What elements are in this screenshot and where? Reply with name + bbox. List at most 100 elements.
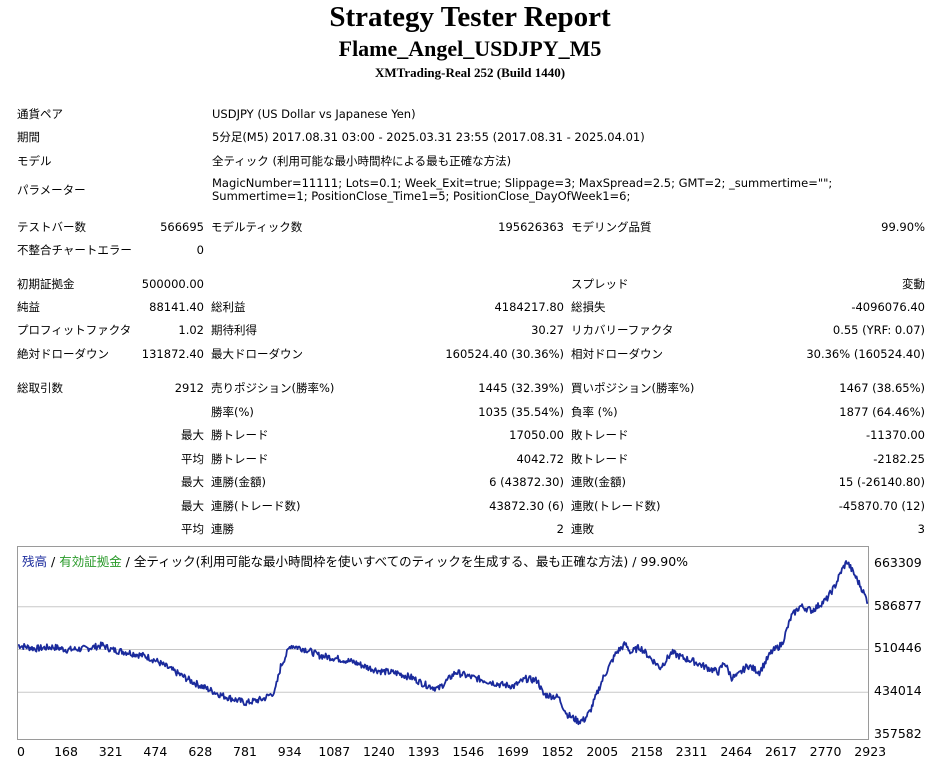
total-trades-label: 総取引数: [17, 381, 63, 395]
short-positions-label: 売りポジション(勝率%): [211, 381, 335, 395]
parameters-value: MagicNumber=11111; Lots=0.1; Week_Exit=t…: [212, 176, 833, 203]
x-tick-label: 1546: [452, 744, 485, 759]
profit-factor-label: プロフィットファクタ: [17, 323, 132, 337]
legend-balance: 残高: [22, 554, 48, 569]
long-positions-value: 1467 (38.65%): [839, 381, 925, 395]
largest-win-value: 17050.00: [509, 428, 564, 442]
gross-loss-label: 総損失: [571, 300, 606, 314]
period-label: 期間: [17, 130, 40, 144]
balance-chart-svg: [17, 560, 869, 726]
avg-loss-label: 敗トレード: [571, 452, 629, 466]
consec-losses-amount-label: 連敗(金額): [571, 475, 626, 489]
spread-label: スプレッド: [571, 277, 629, 291]
y-tick-label: 434014: [874, 683, 922, 699]
max-drawdown-value: 160524.40 (30.36%): [445, 347, 564, 361]
x-tick-label: 2311: [675, 744, 708, 759]
x-tick-label: 628: [188, 744, 213, 759]
spread-value: 変動: [902, 277, 925, 291]
quality-label: モデリング品質: [571, 220, 652, 234]
recovery-factor-value: 0.55 (YRF: 0.07): [832, 323, 925, 337]
period-value: 5分足(M5) 2017.08.31 03:00 - 2025.03.31 23…: [212, 130, 645, 144]
x-tick-label: 1240: [363, 744, 395, 759]
legend-equity: 有効証拠金: [59, 554, 122, 569]
consec-losses-trades-value: -45870.70 (12): [838, 499, 925, 513]
x-tick-label: 0: [17, 744, 25, 759]
x-tick-label: 168: [54, 744, 78, 759]
x-tick-label: 2158: [631, 744, 663, 759]
net-profit-value: 88141.40: [149, 300, 204, 314]
deposit-label: 初期証拠金: [17, 277, 75, 291]
x-tick-label: 2005: [586, 744, 619, 759]
expert-name: Flame_Angel_USDJPY_M5: [338, 36, 602, 61]
balance-series-line: [17, 560, 869, 726]
symbol-label: 通貨ペア: [17, 107, 63, 121]
ticks-label: モデルティック数: [211, 220, 303, 234]
mismatch-label: 不整合チャートエラー: [17, 243, 132, 257]
short-positions-value: 1445 (32.39%): [478, 381, 564, 395]
x-tick-label: 781: [233, 744, 257, 759]
win-rate-label: 勝率(%): [211, 405, 254, 419]
profit-factor-value: 1.02: [178, 323, 204, 337]
y-tick-label: 357582: [874, 726, 922, 741]
model-value: 全ティック (利用可能な最小時間枠による最も正確な方法): [212, 154, 512, 168]
expected-payoff-value: 30.27: [531, 323, 564, 337]
x-tick-label: 321: [98, 744, 123, 759]
x-tick-label: 1087: [318, 744, 351, 759]
bars-value: 566695: [160, 220, 204, 234]
avg-consec-prefix: 平均: [181, 522, 204, 536]
model-label: モデル: [17, 154, 52, 168]
parameters-label: パラメーター: [17, 183, 86, 197]
max-consec-amount-prefix: 最大: [181, 475, 204, 489]
largest-win-label: 勝トレード: [211, 428, 269, 442]
balance-chart: [17, 546, 869, 740]
loss-rate-label: 負率 (%): [571, 405, 618, 419]
avg-consec-losses-value: 3: [917, 522, 925, 536]
x-tick-label: 2464: [720, 744, 753, 759]
y-tick-label: 663309: [874, 555, 922, 570]
x-tick-label: 934: [277, 744, 302, 759]
avg-loss-value: -2182.25: [873, 452, 925, 466]
x-tick-label: 1393: [407, 744, 440, 759]
ticks-value: 195626363: [498, 220, 564, 234]
server-build: XMTrading-Real 252 (Build 1440): [374, 65, 566, 80]
rel-drawdown-value: 30.36% (160524.40): [806, 347, 925, 361]
x-tick-label: 2617: [764, 744, 797, 759]
largest-prefix: 最大: [181, 428, 204, 442]
expected-payoff-label: 期待利得: [211, 323, 257, 337]
gross-profit-value: 4184217.80: [494, 300, 564, 314]
chart-legend: 残高 / 有効証拠金 / 全ティック(利用可能な最小時間枠を使いすべてのティック…: [22, 551, 688, 570]
bars-label: テストバー数: [17, 220, 86, 234]
consec-wins-trades-value: 43872.30 (6): [489, 499, 564, 513]
avg-win-label: 勝トレード: [211, 452, 269, 466]
gross-profit-label: 総利益: [211, 300, 246, 314]
abs-drawdown-label: 絶対ドローダウン: [17, 347, 109, 361]
deposit-value: 500000.00: [141, 277, 204, 291]
recovery-factor-label: リカバリーファクタ: [571, 323, 674, 337]
abs-drawdown-value: 131872.40: [141, 347, 204, 361]
consec-losses-trades-label: 連敗(トレード数): [571, 499, 661, 513]
loss-rate-value: 1877 (64.46%): [839, 405, 925, 419]
report-title: Strategy Tester Report: [329, 1, 611, 33]
consec-wins-amount-label: 連勝(金額): [211, 475, 266, 489]
max-consec-trades-prefix: 最大: [181, 499, 204, 513]
avg-consec-losses-label: 連敗: [571, 522, 594, 536]
total-trades-value: 2912: [174, 381, 204, 395]
avg-consec-wins-value: 2: [556, 522, 564, 536]
win-rate-value: 1035 (35.54%): [478, 405, 564, 419]
largest-loss-label: 敗トレード: [571, 428, 629, 442]
y-tick-label: 586877: [874, 597, 922, 613]
x-tick-label: 1699: [497, 744, 529, 759]
consec-wins-amount-value: 6 (43872.30): [489, 475, 564, 489]
consec-wins-trades-label: 連勝(トレード数): [211, 499, 301, 513]
avg-win-value: 4042.72: [516, 452, 564, 466]
largest-loss-value: -11370.00: [865, 428, 925, 442]
long-positions-label: 買いポジション(勝率%): [571, 381, 695, 395]
x-tick-label: 2770: [809, 744, 842, 759]
gross-loss-value: -4096076.40: [851, 300, 925, 314]
avg-consec-wins-label: 連勝: [211, 522, 234, 536]
legend-description: / 全ティック(利用可能な最小時間枠を使いすべてのティックを生成する、最も正確な…: [121, 554, 689, 569]
net-profit-label: 純益: [17, 300, 40, 314]
rel-drawdown-label: 相対ドローダウン: [571, 347, 663, 361]
x-tick-label: 1852: [541, 744, 574, 759]
y-tick-label: 510446: [874, 640, 922, 656]
